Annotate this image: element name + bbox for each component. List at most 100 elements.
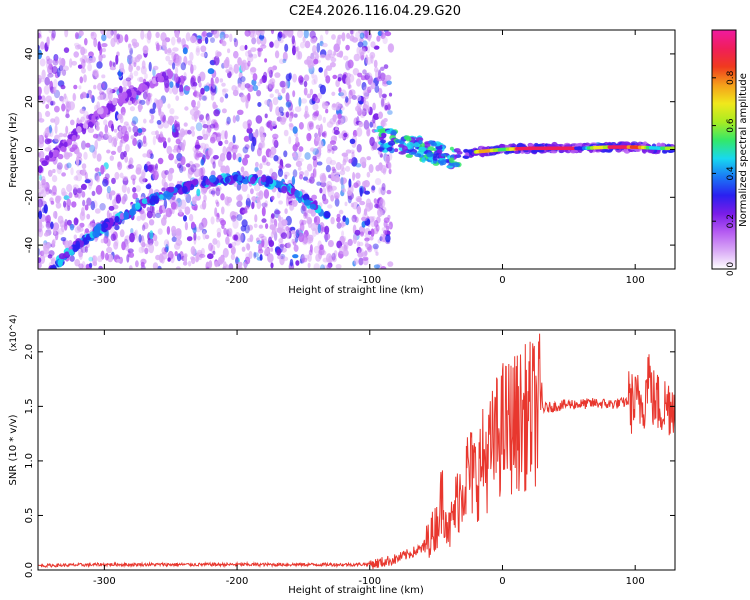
- noise-blob: [110, 190, 116, 196]
- line-center-point: [405, 153, 413, 158]
- noise-blob: [381, 93, 387, 99]
- noise-blob: [286, 78, 291, 89]
- noise-blob: [312, 155, 317, 161]
- noise-blob: [147, 92, 151, 102]
- noise-blob: [176, 145, 182, 154]
- noise-blob: [273, 139, 279, 149]
- noise-blob: [264, 113, 268, 119]
- noise-blob: [269, 93, 274, 98]
- noise-blob: [220, 130, 226, 140]
- noise-blob: [224, 130, 228, 140]
- noise-blob: [146, 35, 151, 44]
- noise-blob: [294, 106, 302, 113]
- noise-blob: [230, 246, 236, 255]
- noise-blob: [78, 263, 84, 269]
- noise-blob: [92, 149, 97, 159]
- noise-blob: [92, 255, 98, 264]
- noise-blob: [171, 225, 177, 234]
- noise-blob: [38, 257, 42, 263]
- noise-blob: [152, 262, 159, 269]
- noise-blob: [106, 246, 113, 254]
- noise-blob: [309, 147, 315, 152]
- noise-blob: [190, 35, 197, 44]
- noise-blob: [52, 168, 56, 174]
- noise-blob: [298, 232, 305, 243]
- noise-blob: [289, 258, 294, 267]
- x-tick-label: 0: [499, 576, 505, 587]
- noise-blob: [99, 203, 106, 211]
- arc-main-point: [150, 195, 156, 201]
- noise-blob: [54, 54, 58, 63]
- noise-blob: [366, 171, 371, 178]
- noise-blob: [73, 84, 78, 90]
- noise-blob: [108, 134, 113, 144]
- noise-blob: [203, 51, 208, 59]
- noise-blob: [198, 116, 203, 123]
- arc-main-point: [134, 202, 141, 210]
- noise-blob: [247, 49, 252, 55]
- noise-blob: [251, 201, 255, 210]
- noise-blob: [180, 75, 184, 85]
- noise-blob: [258, 35, 265, 40]
- noise-blob: [172, 115, 179, 120]
- noise-blob: [223, 33, 229, 39]
- colorbar-frame: [711, 29, 737, 270]
- noise-blob: [146, 153, 151, 158]
- noise-blob: [296, 50, 301, 60]
- noise-blob: [339, 51, 343, 58]
- noise-blob: [299, 174, 303, 180]
- noise-blob: [373, 264, 381, 269]
- noise-blob: [219, 31, 226, 40]
- noise-blob: [253, 223, 258, 229]
- noise-blob: [294, 155, 300, 161]
- noise-blob: [379, 73, 387, 79]
- noise-blob: [326, 253, 333, 264]
- noise-blob: [356, 246, 362, 254]
- noise-blob: [63, 47, 70, 53]
- noise-blob: [190, 77, 196, 87]
- noise-blob: [233, 38, 239, 48]
- noise-blob: [40, 175, 46, 186]
- noise-blob: [341, 237, 346, 243]
- noise-blob: [334, 171, 340, 177]
- noise-blob: [349, 149, 355, 154]
- noise-blob: [190, 256, 195, 261]
- noise-blob: [149, 230, 154, 240]
- arc-main-point: [159, 194, 164, 200]
- noise-blob: [152, 135, 156, 146]
- noise-blob: [377, 30, 383, 36]
- noise-blob: [347, 238, 353, 246]
- noise-blob: [252, 136, 257, 147]
- noise-blob: [201, 200, 207, 210]
- noise-blob: [94, 140, 98, 150]
- noise-blob: [61, 69, 67, 76]
- noise-blob: [94, 237, 98, 243]
- y-tick-label: -40: [24, 237, 35, 253]
- noise-blob: [292, 254, 299, 259]
- noise-blob: [309, 30, 316, 39]
- noise-blob: [212, 155, 219, 160]
- noise-blob: [73, 51, 79, 58]
- noise-blob: [79, 76, 84, 84]
- noise-blob: [221, 82, 226, 87]
- noise-blob: [71, 201, 77, 208]
- noise-blob: [350, 202, 354, 208]
- noise-blob: [76, 225, 82, 231]
- noise-blob: [367, 230, 372, 235]
- noise-blob: [120, 106, 126, 116]
- noise-blob: [344, 201, 348, 207]
- noise-blob: [232, 152, 237, 161]
- noise-blob: [265, 223, 269, 230]
- noise-blob: [345, 217, 350, 226]
- noise-blob: [201, 95, 207, 101]
- noise-blob: [341, 235, 347, 242]
- noise-blob: [264, 247, 270, 255]
- noise-blob: [223, 261, 227, 269]
- noise-blob: [198, 93, 202, 101]
- snr-plot-area: [38, 333, 675, 570]
- noise-blob: [227, 48, 231, 54]
- line-center-point: [414, 153, 422, 158]
- noise-blob: [364, 190, 370, 195]
- noise-blob: [104, 252, 109, 261]
- noise-blob: [333, 43, 341, 53]
